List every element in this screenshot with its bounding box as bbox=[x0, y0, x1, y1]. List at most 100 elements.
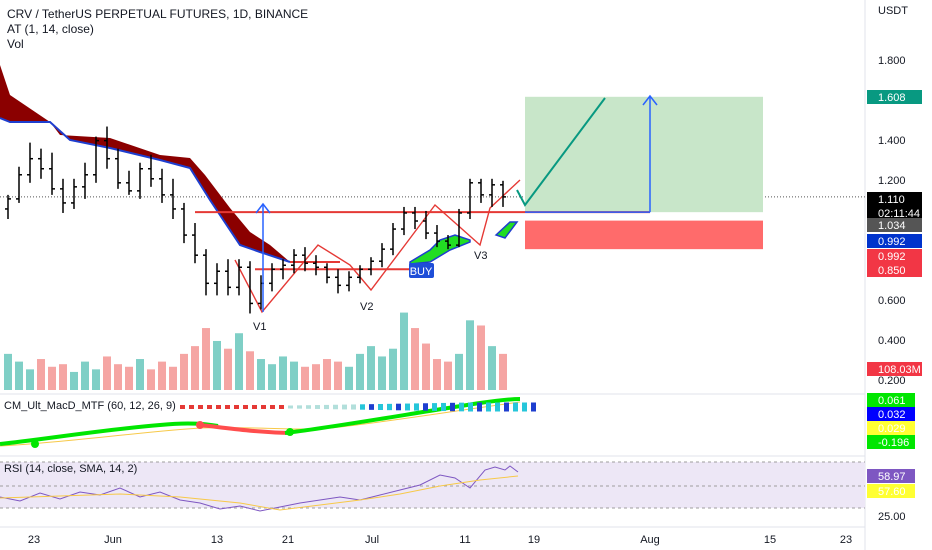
price-label: 1.608 bbox=[878, 92, 906, 104]
volume-bar bbox=[26, 369, 34, 390]
buy-signal-badge[interactable] bbox=[409, 263, 434, 278]
macd-histogram-bar bbox=[252, 405, 257, 409]
time-axis-tick: Jul bbox=[365, 534, 379, 546]
macd-histogram-bar bbox=[522, 402, 527, 412]
volume-bar bbox=[202, 328, 210, 390]
macd-label-bg bbox=[867, 435, 915, 449]
macd-histogram-bar bbox=[207, 405, 212, 409]
volume-bar bbox=[191, 346, 199, 390]
macd-pane-title[interactable]: CM_Ult_MacD_MTF (60, 12, 26, 9) bbox=[4, 400, 176, 412]
volume-bar bbox=[400, 312, 408, 390]
time-axis-tick: Jun bbox=[104, 534, 122, 546]
volume-bar bbox=[444, 361, 452, 390]
volume-bar bbox=[48, 366, 56, 390]
macd-histogram-bar bbox=[486, 402, 491, 412]
macd-histogram-bar bbox=[387, 403, 392, 411]
price-label-bg bbox=[867, 218, 922, 232]
macd-histogram-bar bbox=[270, 405, 275, 409]
volume-bar bbox=[246, 351, 254, 390]
volume-bar bbox=[455, 353, 463, 390]
volume-bar bbox=[312, 364, 320, 390]
macd-cross-dot bbox=[196, 421, 204, 429]
stop-zone[interactable] bbox=[525, 220, 763, 250]
price-axis-tick: 0.200 bbox=[878, 375, 906, 387]
macd-histogram-bar bbox=[243, 405, 248, 409]
chart-symbol-title[interactable]: CRV / TetherUS PERPETUAL FUTURES, 1D, BI… bbox=[7, 7, 309, 21]
price-axis-tick: 0.400 bbox=[878, 335, 906, 347]
macd-histogram-bar bbox=[378, 404, 383, 410]
macd-cross-dot bbox=[31, 440, 39, 448]
volume-bar bbox=[125, 366, 133, 390]
macd-histogram-bar bbox=[234, 405, 239, 409]
price-axis-tick: 1.400 bbox=[878, 135, 906, 147]
volume-bar bbox=[136, 359, 144, 390]
price-label-bg bbox=[867, 192, 922, 206]
price-label: 0.992 bbox=[878, 251, 906, 263]
time-axis-tick: 11 bbox=[459, 534, 470, 546]
volume-bar bbox=[147, 369, 155, 390]
label-v3: V3 bbox=[474, 250, 487, 262]
indicator-at-title[interactable]: AT (1, 14, close) bbox=[7, 22, 94, 36]
volume-bar bbox=[213, 340, 221, 390]
macd-histogram-bar bbox=[396, 403, 401, 411]
price-axis-tick: 1.800 bbox=[878, 55, 906, 67]
label-v1: V1 bbox=[253, 321, 266, 333]
macd-histogram-bar bbox=[288, 405, 293, 409]
macd-histogram-bar bbox=[369, 404, 374, 410]
volume-bar bbox=[224, 348, 232, 390]
volume-bar bbox=[103, 356, 111, 390]
macd-histogram-bar bbox=[414, 403, 419, 411]
price-label: 1.110 bbox=[878, 194, 905, 206]
target-arrow-head bbox=[642, 94, 658, 106]
macd-label-bg bbox=[867, 393, 915, 407]
macd-histogram-bar bbox=[351, 404, 356, 410]
target-zone[interactable] bbox=[525, 96, 763, 213]
macd-histogram-bar bbox=[513, 402, 518, 412]
price-label: 0.992 bbox=[878, 236, 906, 248]
rsi-axis-tick: 25.00 bbox=[878, 511, 906, 523]
volume-bar bbox=[15, 361, 23, 390]
macd-histogram-bar bbox=[477, 402, 482, 412]
macd-histogram-bar bbox=[342, 404, 347, 410]
price-label: 108.03M bbox=[878, 364, 921, 376]
macd-histogram-bar bbox=[225, 405, 230, 409]
volume-bar bbox=[268, 364, 276, 390]
time-axis-tick: 19 bbox=[528, 534, 540, 546]
volume-bar bbox=[290, 361, 298, 390]
price-label-bg bbox=[867, 263, 922, 277]
indicator-volume-title[interactable]: Vol bbox=[7, 37, 24, 51]
macd-label-bg bbox=[867, 421, 915, 435]
macd-value-label: 0.032 bbox=[878, 409, 906, 421]
pattern-zigzag bbox=[234, 179, 521, 314]
macd-histogram-bar bbox=[423, 403, 428, 411]
rsi-pane-title[interactable]: RSI (14, close, SMA, 14, 2) bbox=[4, 463, 138, 475]
price-label-bg bbox=[867, 90, 922, 104]
projection-path[interactable] bbox=[516, 97, 606, 207]
macd-histogram-bar bbox=[450, 402, 455, 412]
macd-line-bearish bbox=[199, 423, 291, 435]
volume-bar bbox=[257, 359, 265, 390]
volume-bar bbox=[345, 366, 353, 390]
macd-histogram-bar bbox=[279, 405, 284, 409]
time-axis-tick: 23 bbox=[28, 534, 40, 546]
at-cloud-bullish bbox=[494, 221, 519, 239]
volume-bar bbox=[4, 353, 12, 390]
volume-bar bbox=[367, 346, 375, 390]
label-v2: V2 bbox=[360, 301, 373, 313]
rsi-ma-line bbox=[0, 475, 519, 511]
volume-bar bbox=[378, 356, 386, 390]
rsi-label-bg bbox=[867, 484, 915, 498]
macd-histogram-bar bbox=[360, 404, 365, 410]
macd-histogram-bar bbox=[468, 402, 473, 412]
time-axis-tick: 23 bbox=[840, 534, 852, 546]
rsi-label-bg bbox=[867, 469, 915, 483]
volume-bar bbox=[323, 359, 331, 390]
macd-histogram-bar bbox=[306, 405, 311, 409]
macd-histogram-bar bbox=[180, 405, 185, 409]
volume-bar bbox=[477, 325, 485, 390]
macd-histogram-bar bbox=[333, 404, 338, 410]
price-label-bg bbox=[867, 234, 922, 248]
volume-bar bbox=[356, 353, 364, 390]
volume-bar bbox=[488, 346, 496, 390]
